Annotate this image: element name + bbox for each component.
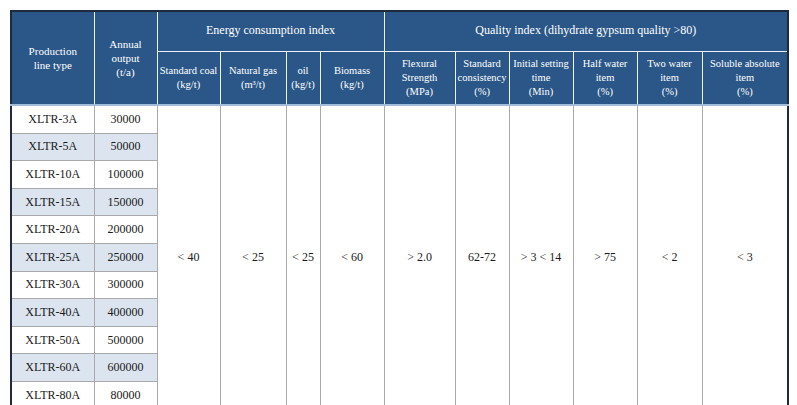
group-header-energy-consumption-index: Energy consumption index	[157, 11, 384, 51]
production-line-type-cell: XLTR-20A	[11, 216, 94, 244]
merged-value-cell-3: < 60	[320, 105, 384, 405]
production-line-type-cell: XLTR-5A	[11, 133, 94, 161]
annual-output-cell: 150000	[94, 188, 157, 216]
merged-value-cell-4: > 2.0	[384, 105, 455, 405]
production-line-type-cell: XLTR-25A	[11, 243, 94, 271]
production-line-type-cell: XLTR-50A	[11, 326, 94, 354]
annual-output-cell: 50000	[94, 133, 157, 161]
annual-output-cell: 80000	[94, 381, 157, 405]
production-line-spec-table: Production line type Annual output (t/a)…	[10, 10, 789, 405]
merged-value-cell-0: < 40	[157, 105, 220, 405]
annual-output-cell: 250000	[94, 243, 157, 271]
merged-value-cell-6: > 3 < 14	[509, 105, 573, 405]
col-header-oil: oil (kg/t)	[286, 51, 320, 105]
col-header-initial-setting-time: Initial setting time (Min)	[509, 51, 573, 105]
col-header-standard-coal: Standard coal (kg/t)	[157, 51, 220, 105]
production-line-type-cell: XLTR-3A	[11, 105, 94, 133]
page: Production line type Annual output (t/a)…	[0, 0, 797, 405]
annual-output-cell: 30000	[94, 105, 157, 133]
col-header-flexural-strength: Flexural Strength (MPa)	[384, 51, 455, 105]
col-header-standard-consistency: Standard consistency (%)	[455, 51, 509, 105]
production-line-type-cell: XLTR-40A	[11, 299, 94, 327]
table-body: XLTR-3A30000< 40< 25< 25< 60> 2.062-72> …	[11, 105, 788, 405]
merged-value-cell-5: 62-72	[455, 105, 509, 405]
annual-output-cell: 400000	[94, 299, 157, 327]
annual-output-cell: 300000	[94, 271, 157, 299]
col-header-half-water-item: Half water item (%)	[573, 51, 637, 105]
production-line-type-cell: XLTR-30A	[11, 271, 94, 299]
annual-output-cell: 600000	[94, 354, 157, 382]
annual-output-cell: 500000	[94, 326, 157, 354]
merged-value-cell-2: < 25	[286, 105, 320, 405]
col-header-annual-output: Annual output (t/a)	[94, 11, 157, 105]
production-line-type-cell: XLTR-15A	[11, 188, 94, 216]
col-header-natural-gas: Natural gas (m³/t)	[220, 51, 286, 105]
col-header-two-water-item: Two water item (%)	[637, 51, 702, 105]
merged-value-cell-1: < 25	[220, 105, 286, 405]
col-header-soluble-absolute-item: Soluble absolute item (%)	[702, 51, 788, 105]
merged-value-cell-8: < 2	[637, 105, 702, 405]
table-header: Production line type Annual output (t/a)…	[11, 11, 788, 105]
merged-value-cell-9: < 3	[702, 105, 788, 405]
header-group-row: Production line type Annual output (t/a)…	[11, 11, 788, 51]
production-line-type-cell: XLTR-60A	[11, 354, 94, 382]
annual-output-cell: 100000	[94, 161, 157, 189]
table-row: XLTR-3A30000< 40< 25< 25< 60> 2.062-72> …	[11, 105, 788, 133]
group-header-quality-index: Quality index (dihydrate gypsum quality …	[384, 11, 788, 51]
col-header-production-line-type: Production line type	[11, 11, 94, 105]
merged-value-cell-7: > 75	[573, 105, 637, 405]
production-line-type-cell: XLTR-80A	[11, 381, 94, 405]
annual-output-cell: 200000	[94, 216, 157, 244]
production-line-type-cell: XLTR-10A	[11, 161, 94, 189]
col-header-biomass: Biomass (kg/t)	[320, 51, 384, 105]
